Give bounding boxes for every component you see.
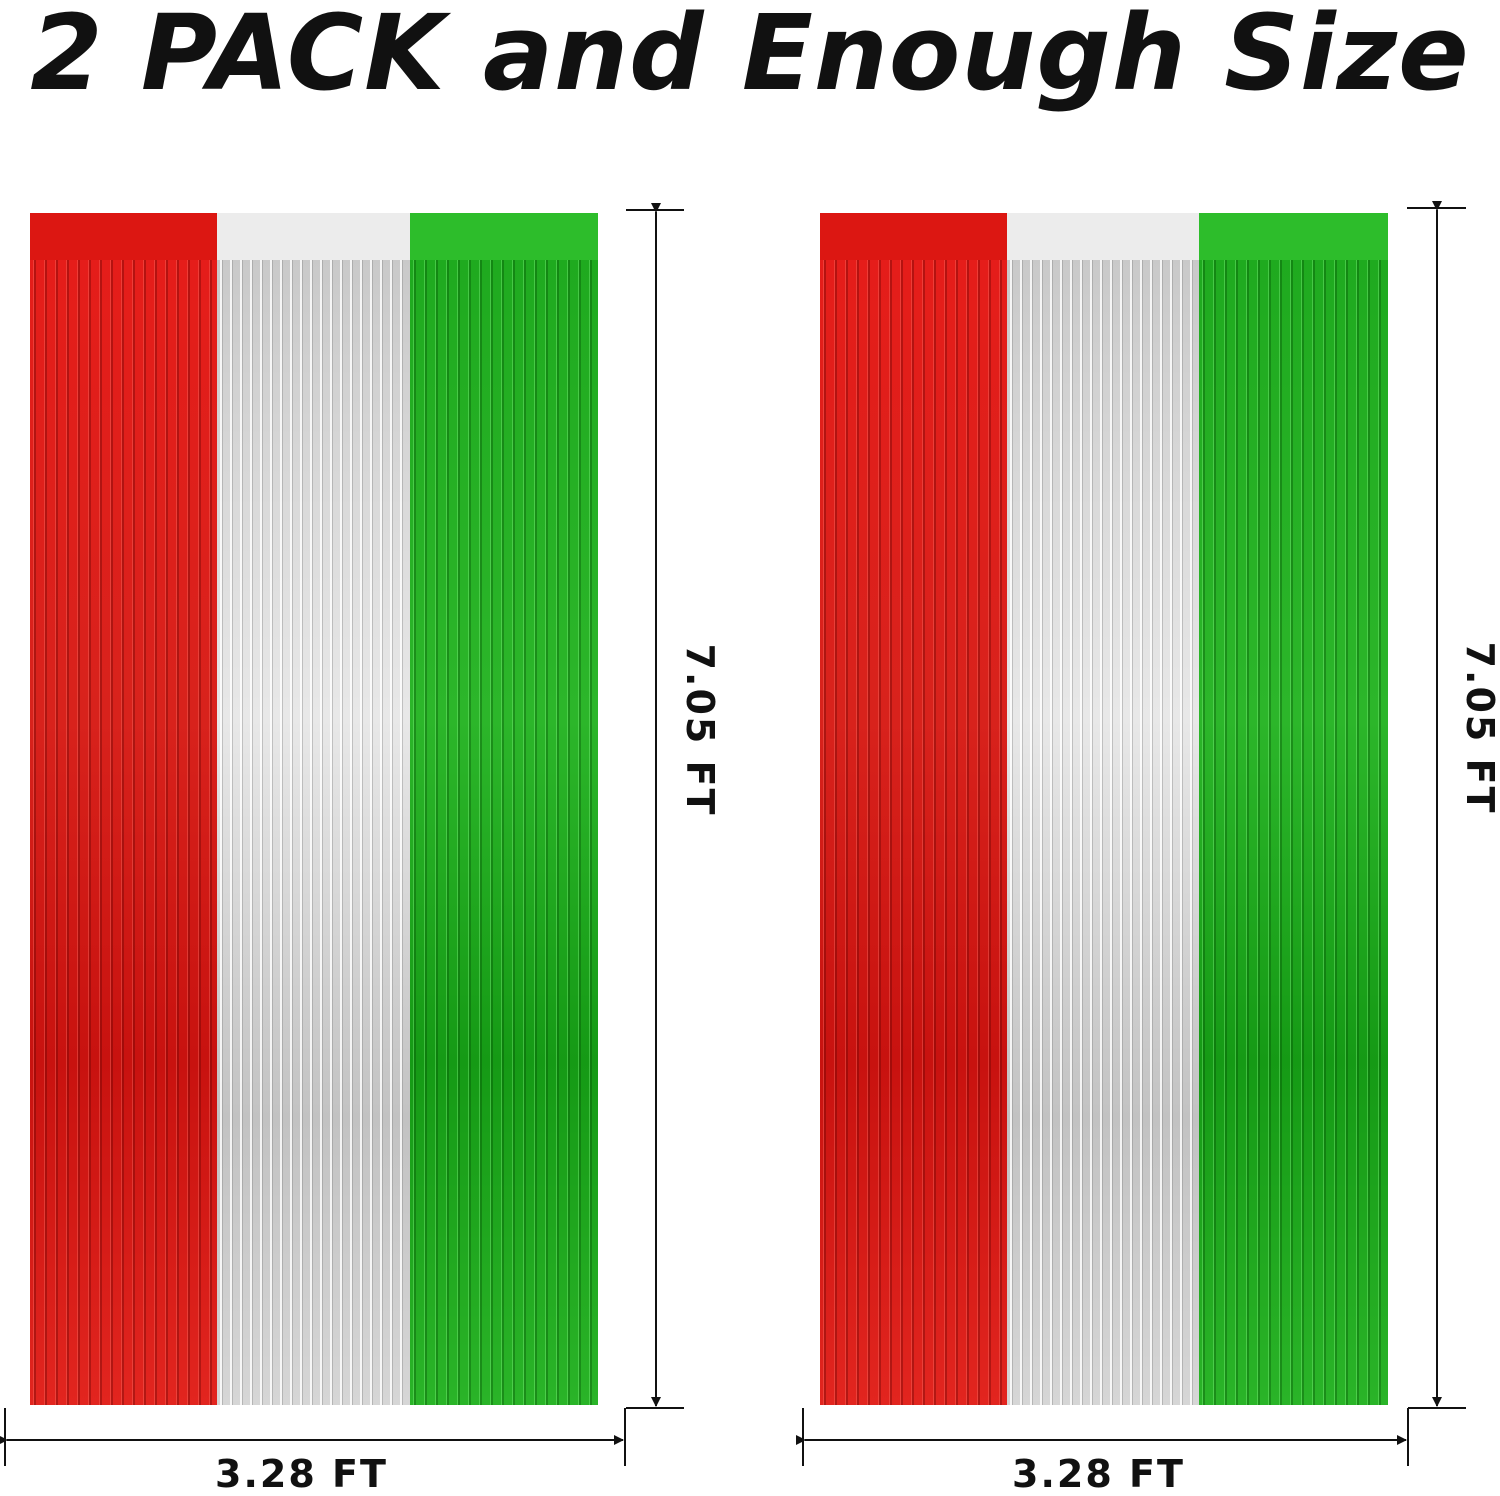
- green-strip: [410, 213, 598, 1405]
- headline: 2 PACK and Enough Size: [30, 0, 1470, 114]
- silver-strip: [217, 213, 410, 1405]
- height-label-1: 7.05 FT: [678, 643, 722, 817]
- silver-strip: [1007, 213, 1199, 1405]
- green-strip: [1199, 213, 1388, 1405]
- curtain-1: [30, 213, 598, 1405]
- curtain-2: [820, 213, 1388, 1405]
- height-label-2: 7.05 FT: [1458, 641, 1500, 815]
- width-label-2: 3.28 FT: [1012, 1452, 1185, 1496]
- width-label-1: 3.28 FT: [215, 1452, 388, 1496]
- red-strip: [30, 213, 217, 1405]
- red-strip: [820, 213, 1007, 1405]
